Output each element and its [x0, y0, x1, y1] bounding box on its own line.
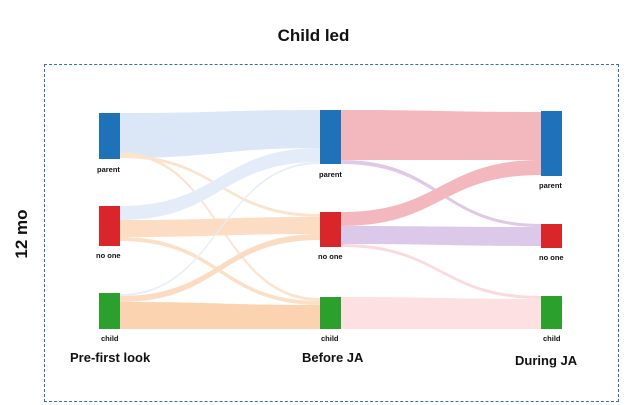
stage-label-before-ja: Before JA	[302, 350, 364, 365]
node-child-3	[541, 296, 562, 329]
nodes-during-ja	[541, 111, 562, 329]
label-parent-2: parent	[319, 170, 342, 179]
node-noone-3	[541, 224, 562, 248]
flow-noone-parent-1	[120, 148, 320, 220]
flows-before-to-during	[341, 110, 541, 329]
stage-labels: Pre-first look Before JA During JA	[70, 350, 578, 368]
node-noone-1	[99, 206, 120, 246]
node-parent-2	[320, 110, 341, 164]
nodes-pre-first-look	[99, 113, 120, 329]
label-child-3: child	[543, 334, 561, 343]
label-noone-3: no one	[539, 253, 564, 262]
node-child-1	[99, 293, 120, 329]
label-noone-1: no one	[96, 251, 121, 260]
label-child-2: child	[321, 334, 339, 343]
flow-noone-noone-1	[120, 217, 320, 237]
dashed-frame	[44, 64, 619, 402]
node-labels: parent no one child parent no one child …	[96, 165, 564, 343]
label-noone-2: no one	[318, 252, 343, 261]
flows-pre-to-before	[120, 110, 320, 329]
nodes-before-ja	[320, 110, 341, 329]
node-child-2	[320, 297, 341, 329]
diagram-title: Child led	[277, 26, 350, 45]
node-parent-3	[541, 111, 562, 176]
flow-parent-parent-1	[120, 110, 320, 158]
label-parent-3: parent	[539, 181, 562, 190]
flow-noone-parent-2	[341, 160, 541, 226]
flow-noone-child-2	[341, 244, 541, 299]
stage-label-pre-first-look: Pre-first look	[70, 350, 151, 365]
flow-child-child-2	[341, 297, 541, 329]
label-parent-1: parent	[97, 165, 120, 174]
node-noone-2	[320, 212, 341, 247]
flow-child-child-1	[120, 302, 320, 329]
flow-parent-parent-2	[341, 110, 541, 160]
label-child-1: child	[101, 334, 119, 343]
flow-child-noone-1	[120, 234, 320, 302]
stage-label-during-ja: During JA	[515, 353, 578, 368]
flow-noone-noone-2	[341, 226, 541, 246]
node-parent-1	[99, 113, 120, 159]
flow-child-parent-1	[120, 162, 320, 296]
